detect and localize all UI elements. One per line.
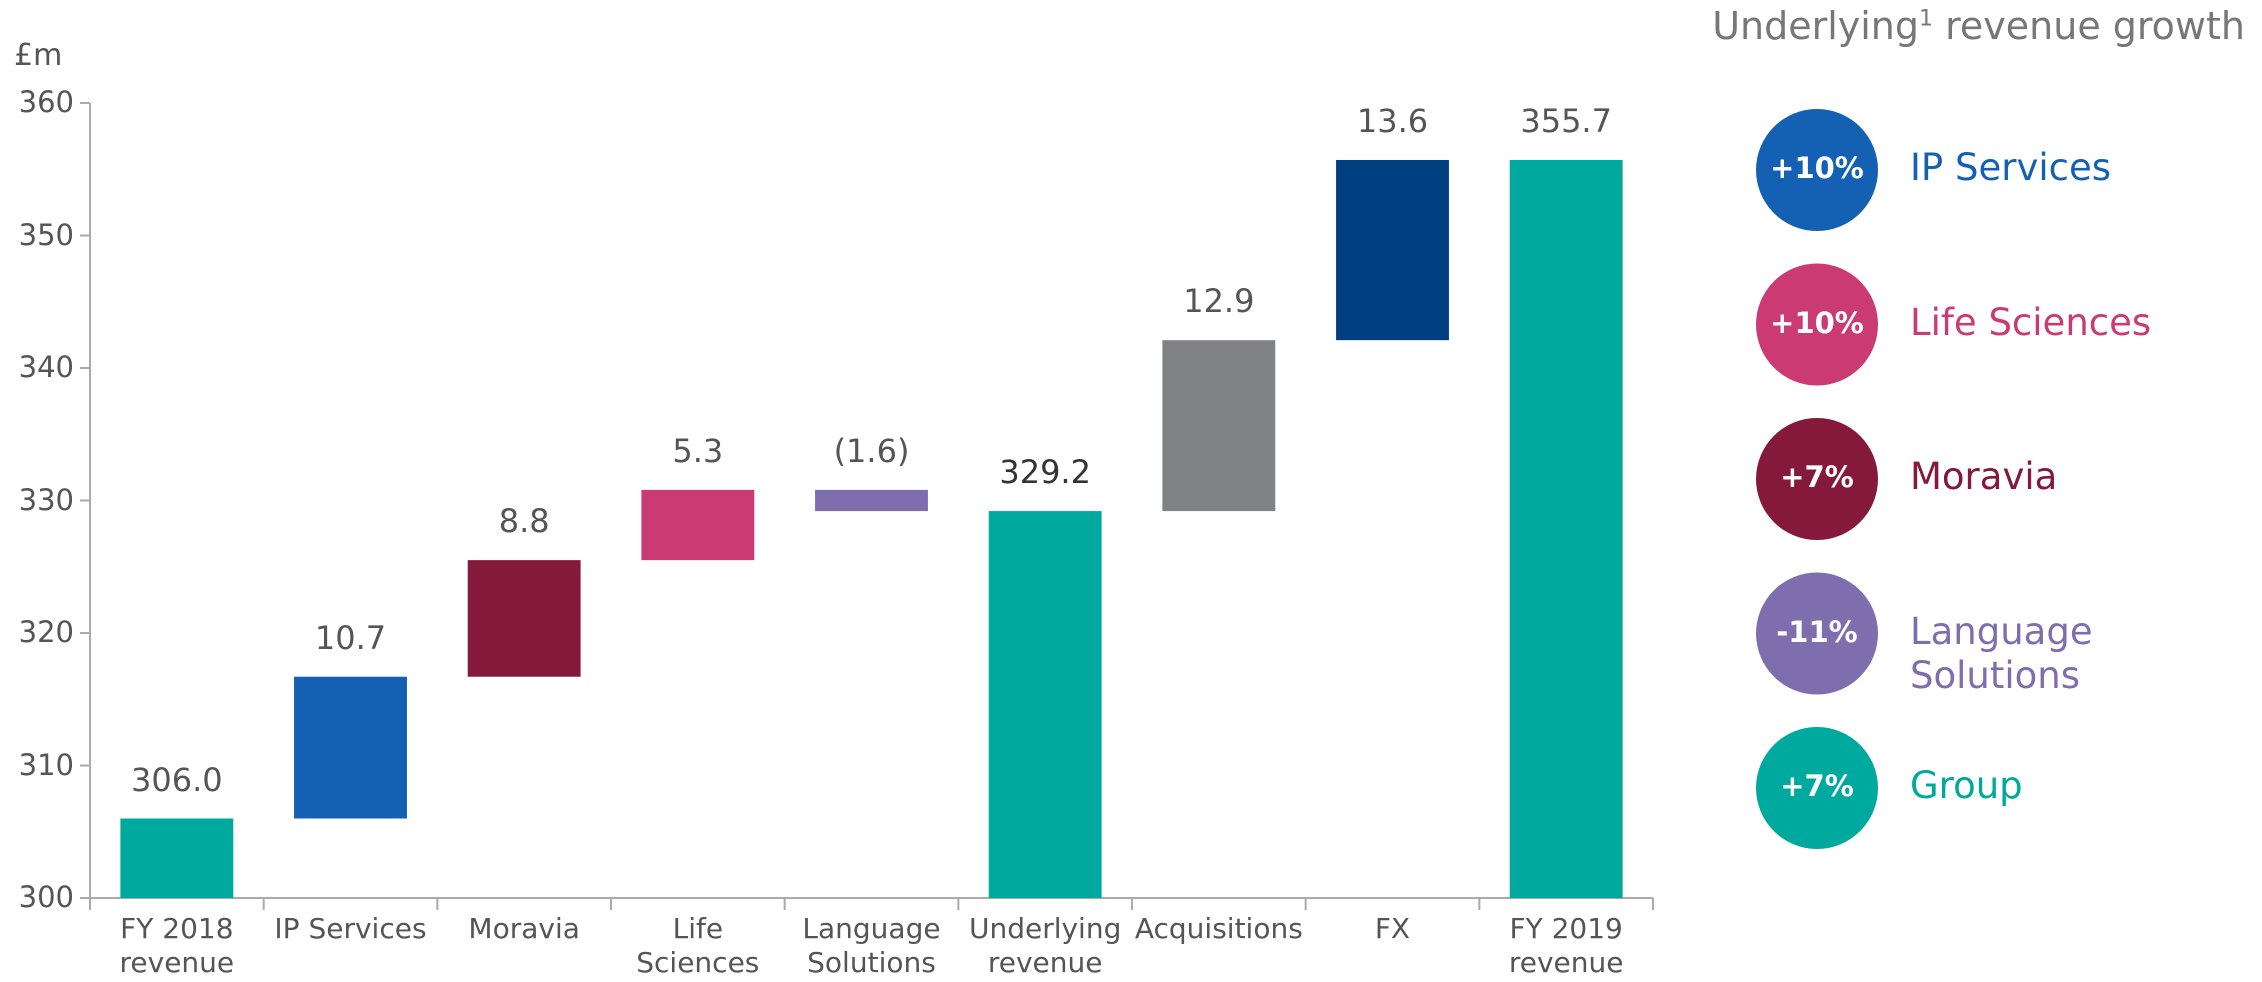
- bar: [120, 818, 234, 898]
- y-tick-label: 350: [18, 217, 74, 252]
- x-tick-label: FY 2019 revenue: [1508, 912, 1624, 979]
- x-tick-label: Acquisitions: [1134, 912, 1303, 945]
- bar: [1162, 340, 1276, 512]
- legend-name: Group: [1910, 764, 2023, 807]
- bar: [294, 676, 407, 819]
- y-tick-label: 310: [18, 747, 74, 782]
- legend-title-text: revenue growth: [1933, 4, 2245, 48]
- y-tick-label: 360: [18, 85, 74, 119]
- y-axis-label: £m: [14, 38, 63, 73]
- bar: [988, 511, 1102, 898]
- legend-badge: [1756, 418, 1878, 540]
- data-label: (1.6): [833, 431, 910, 470]
- data-label: 12.9: [1183, 282, 1255, 321]
- legend-badge-label: -11%: [1776, 614, 1858, 649]
- y-tick-label: 340: [18, 350, 74, 384]
- legend-badge-label: +10%: [1770, 305, 1864, 340]
- legend-badge: [1756, 727, 1878, 849]
- x-tick-label: IP Services: [274, 912, 427, 945]
- y-tick-label: 300: [18, 880, 74, 914]
- data-label: 8.8: [498, 502, 550, 541]
- y-tick-label: 330: [18, 482, 74, 517]
- legend-title: Underlying1 revenue growth: [1712, 4, 2245, 50]
- legend-badge-label: +10%: [1770, 151, 1864, 185]
- bar: [1336, 159, 1449, 341]
- data-label: 329.2: [999, 453, 1091, 492]
- x-tick-label: Moravia: [468, 912, 580, 945]
- legend-badge: [1756, 572, 1878, 695]
- bar: [1509, 159, 1623, 899]
- data-label: 13.6: [1356, 101, 1429, 140]
- x-tick-label: Underlying revenue: [968, 912, 1122, 979]
- data-label: 306.0: [131, 760, 223, 799]
- legend-name: Life Sciences: [1910, 300, 2152, 344]
- legend-name: IP Services: [1910, 146, 2112, 189]
- x-tick-label: FY 2018 revenue: [119, 912, 235, 979]
- legend-badge-label: +7%: [1780, 769, 1854, 803]
- bar: [467, 560, 581, 677]
- x-tick-label: FX: [1374, 912, 1411, 945]
- legend-badge-label: +7%: [1780, 460, 1854, 494]
- legend-name: Moravia: [1910, 455, 2058, 498]
- legend-badge: [1756, 109, 1878, 231]
- legend-name: Language Solutions: [1910, 609, 2093, 697]
- legend-badge: [1756, 263, 1878, 386]
- x-tick-label: Language Solutions: [802, 912, 941, 979]
- y-tick-label: 320: [18, 615, 74, 649]
- legend-title-sup: 1: [1919, 6, 1934, 32]
- legend-title-text: Underlying: [1712, 4, 1920, 48]
- data-label: 355.7: [1520, 101, 1612, 140]
- data-label: 5.3: [672, 431, 724, 470]
- bar: [815, 489, 928, 512]
- x-tick-label: Life Sciences: [636, 912, 760, 979]
- bar: [641, 489, 755, 561]
- data-label: 10.7: [314, 618, 387, 657]
